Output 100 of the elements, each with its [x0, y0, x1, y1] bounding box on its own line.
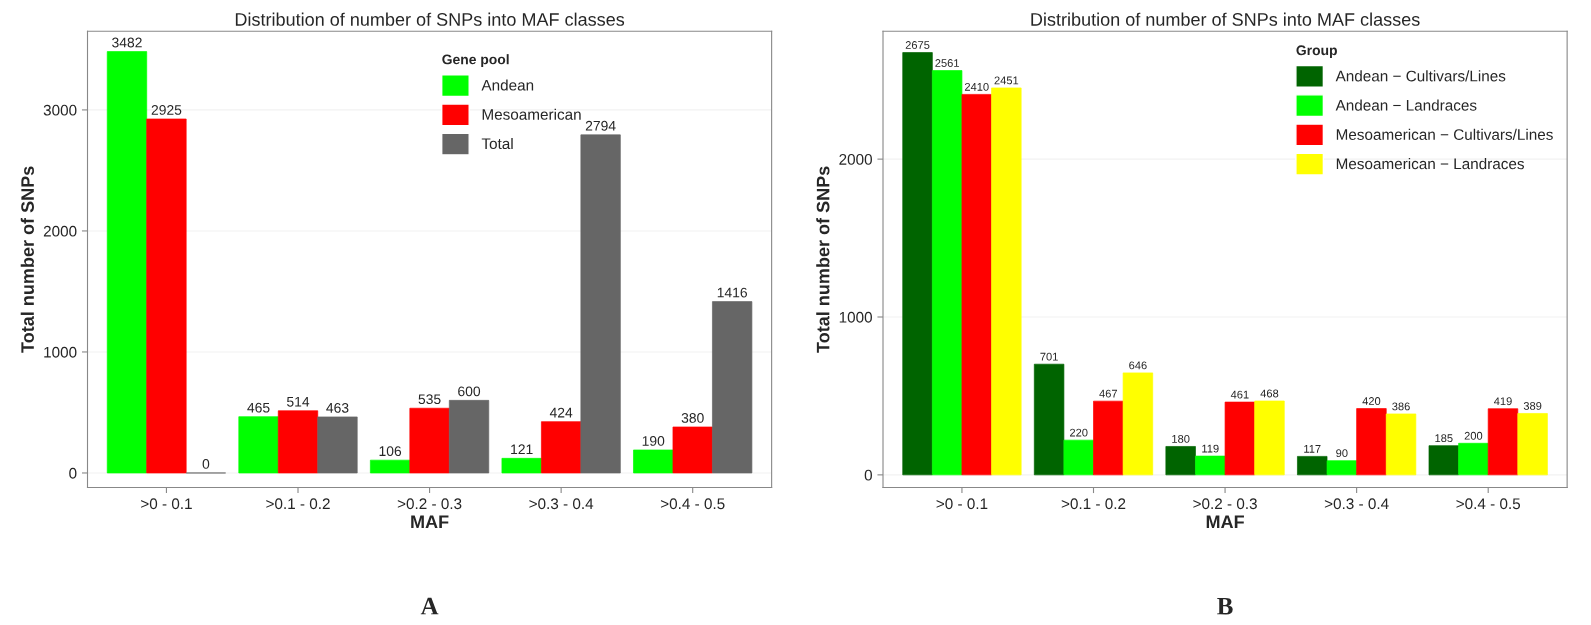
y-tick-label: 3000 [43, 104, 77, 116]
bar [1297, 456, 1328, 476]
data-label: 389 [1523, 402, 1542, 410]
bar [1224, 401, 1256, 476]
data-label: 117 [1304, 445, 1321, 453]
data-label: 3482 [112, 37, 142, 48]
data-label: 514 [286, 396, 310, 407]
data-label: 220 [1070, 428, 1088, 437]
bar [1326, 460, 1357, 476]
chart-title: Distribution of number of SNPs into MAF classes [1031, 12, 1420, 26]
data-label: 701 [1040, 352, 1058, 361]
y-tick-label: 1000 [839, 311, 872, 323]
y-tick-label: 0 [69, 467, 77, 479]
bar [1195, 455, 1226, 476]
x-axis-title: MAF [411, 515, 449, 529]
data-label: 380 [681, 413, 704, 423]
bar [712, 301, 753, 474]
data-label: 200 [1464, 431, 1483, 440]
data-label: 2561 [935, 59, 959, 67]
bar [1385, 413, 1417, 476]
data-label: 180 [1172, 435, 1190, 443]
data-label: 463 [326, 402, 349, 413]
data-label: 2675 [905, 41, 930, 49]
x-tick-label: >0 - 0.1 [141, 498, 192, 510]
data-label: 1416 [717, 287, 748, 298]
bar [106, 51, 148, 474]
legend-title: Gene pool [442, 54, 509, 68]
bar [991, 87, 1022, 476]
bar [1517, 413, 1548, 476]
x-tick-label: >0.3 - 0.4 [1324, 498, 1389, 510]
x-tick-label: >0 - 0.1 [936, 498, 988, 510]
bar [931, 70, 963, 476]
x-tick-label: >0.1 - 0.2 [1061, 498, 1126, 510]
data-label: 467 [1099, 389, 1118, 398]
x-tick-label: >0.2 - 0.3 [1193, 498, 1257, 510]
legend-label: Andean − Cultivars/Lines [1335, 70, 1506, 82]
data-label: 461 [1230, 390, 1249, 399]
x-tick-label: >0.4 - 0.5 [660, 498, 725, 510]
bar [1093, 400, 1124, 476]
data-label: 468 [1260, 389, 1279, 398]
bar [238, 416, 279, 474]
data-label: 600 [458, 386, 481, 397]
data-label: 121 [511, 444, 533, 455]
data-label: 119 [1202, 444, 1219, 453]
bar [146, 118, 187, 474]
bar [541, 421, 582, 474]
bar [672, 426, 713, 474]
data-label: 106 [379, 446, 402, 457]
x-tick-label: >0.4 - 0.5 [1456, 498, 1521, 510]
bar [1122, 372, 1154, 476]
bar [1458, 442, 1489, 476]
data-label: 2925 [151, 105, 182, 115]
data-label: 2451 [994, 76, 1019, 85]
legend-label: Mesoamerican − Cultivars/Lines [1336, 128, 1553, 140]
text: A [420, 597, 439, 615]
bar [1356, 408, 1387, 476]
data-label: 424 [549, 407, 573, 418]
bar [1254, 400, 1285, 476]
bar [1165, 446, 1196, 476]
chart-title: Distribution of number of SNPs into MAF classes [235, 12, 625, 26]
data-label: 646 [1129, 361, 1147, 370]
bar [317, 416, 358, 474]
x-tick-label: >0.2 - 0.3 [397, 498, 462, 510]
text: B [1217, 597, 1233, 615]
legend-title: Group [1296, 45, 1337, 58]
legend-label: Andean − Landraces [1335, 99, 1477, 111]
bar [370, 459, 411, 474]
bar [501, 457, 542, 474]
y-tick-label: 2000 [839, 153, 872, 165]
y-tick-label: 2000 [43, 225, 77, 237]
bar [1428, 445, 1459, 476]
bar [1033, 363, 1065, 476]
bar [580, 134, 621, 474]
legend-label: Andean [481, 79, 534, 91]
legend-label: Total [481, 137, 513, 150]
bar [409, 407, 450, 474]
y-tick-label: 0 [864, 469, 872, 481]
data-label: 419 [1493, 397, 1512, 406]
bar [902, 52, 933, 476]
data-label: 90 [1336, 449, 1348, 458]
x-tick-label: >0.1 - 0.2 [266, 498, 330, 510]
x-axis-title: MAF [1206, 515, 1244, 529]
bar [1063, 439, 1094, 476]
legend-label: Mesoamerican [482, 108, 581, 120]
data-label: 0 [202, 459, 210, 469]
data-label: 420 [1362, 397, 1381, 405]
y-axis-title: Total number of SNPs [816, 166, 830, 353]
bar [633, 449, 674, 474]
data-label: 2794 [585, 120, 616, 131]
data-label: 386 [1392, 402, 1410, 411]
y-tick-label: 1000 [44, 346, 77, 358]
data-label: 2410 [964, 82, 989, 91]
bar [448, 400, 490, 474]
data-label: 465 [247, 402, 270, 413]
x-tick-label: >0.3 - 0.4 [529, 498, 594, 510]
bar [961, 94, 992, 476]
bar [277, 410, 319, 474]
data-label: 190 [642, 436, 665, 446]
data-label: 535 [418, 394, 441, 405]
legend-label: Mesoamerican − Landraces [1336, 158, 1524, 170]
